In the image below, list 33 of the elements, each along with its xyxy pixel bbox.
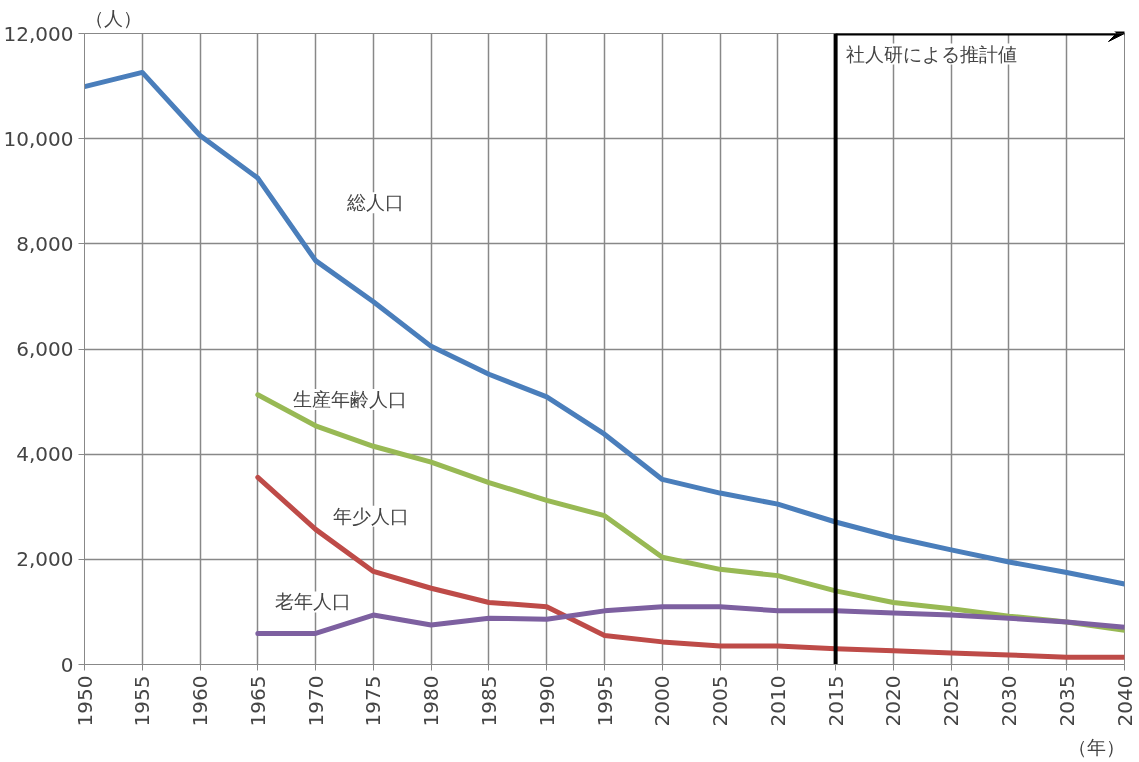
x-tick-label: 2010 (765, 675, 790, 727)
y-tick-label: 2,000 (16, 547, 74, 572)
x-tick-label: 2035 (1054, 675, 1079, 727)
x-tick-label: 2030 (996, 675, 1021, 727)
x-tick-label: 1975 (361, 675, 386, 727)
x-tick-label: 1990 (534, 675, 559, 727)
text: 総人口 (346, 192, 405, 214)
series-label: 老年人口 (275, 591, 352, 613)
y-tick-label: 4,000 (16, 442, 74, 467)
y-tick-label: 10,000 (3, 126, 74, 151)
ref-line-label: 社人研による推計値 (845, 43, 1017, 65)
series-label: 生産年齢人口 (292, 388, 407, 410)
x-tick-label: 2015 (823, 675, 848, 727)
x-tick-label: 1970 (303, 675, 328, 727)
y-tick-label: 12,000 (3, 21, 74, 46)
series-label: 年少人口 (332, 505, 409, 527)
x-tick-label: 1985 (476, 675, 501, 727)
y-tick-label: 8,000 (16, 231, 74, 256)
x-axis-title: （年） (1067, 736, 1125, 758)
x-tick-label: 2000 (650, 675, 675, 727)
y-axis-title: （人） (84, 7, 142, 29)
x-tick-label: 1995 (592, 675, 617, 727)
x-tick-label: 1955 (130, 675, 155, 727)
x-tick-label: 2040 (1112, 675, 1137, 727)
x-tick-label: 1980 (419, 675, 444, 727)
y-tick-label: 6,000 (16, 337, 74, 361)
x-tick-label: 1965 (245, 675, 270, 727)
y-tick-label: 0 (60, 652, 74, 677)
x-tick-label: 2025 (939, 675, 964, 727)
x-tick-label: 1950 (72, 675, 97, 727)
x-tick-label: 2005 (708, 675, 733, 727)
x-tick-label: 2020 (881, 675, 906, 727)
x-tick-label: 1960 (188, 675, 213, 727)
